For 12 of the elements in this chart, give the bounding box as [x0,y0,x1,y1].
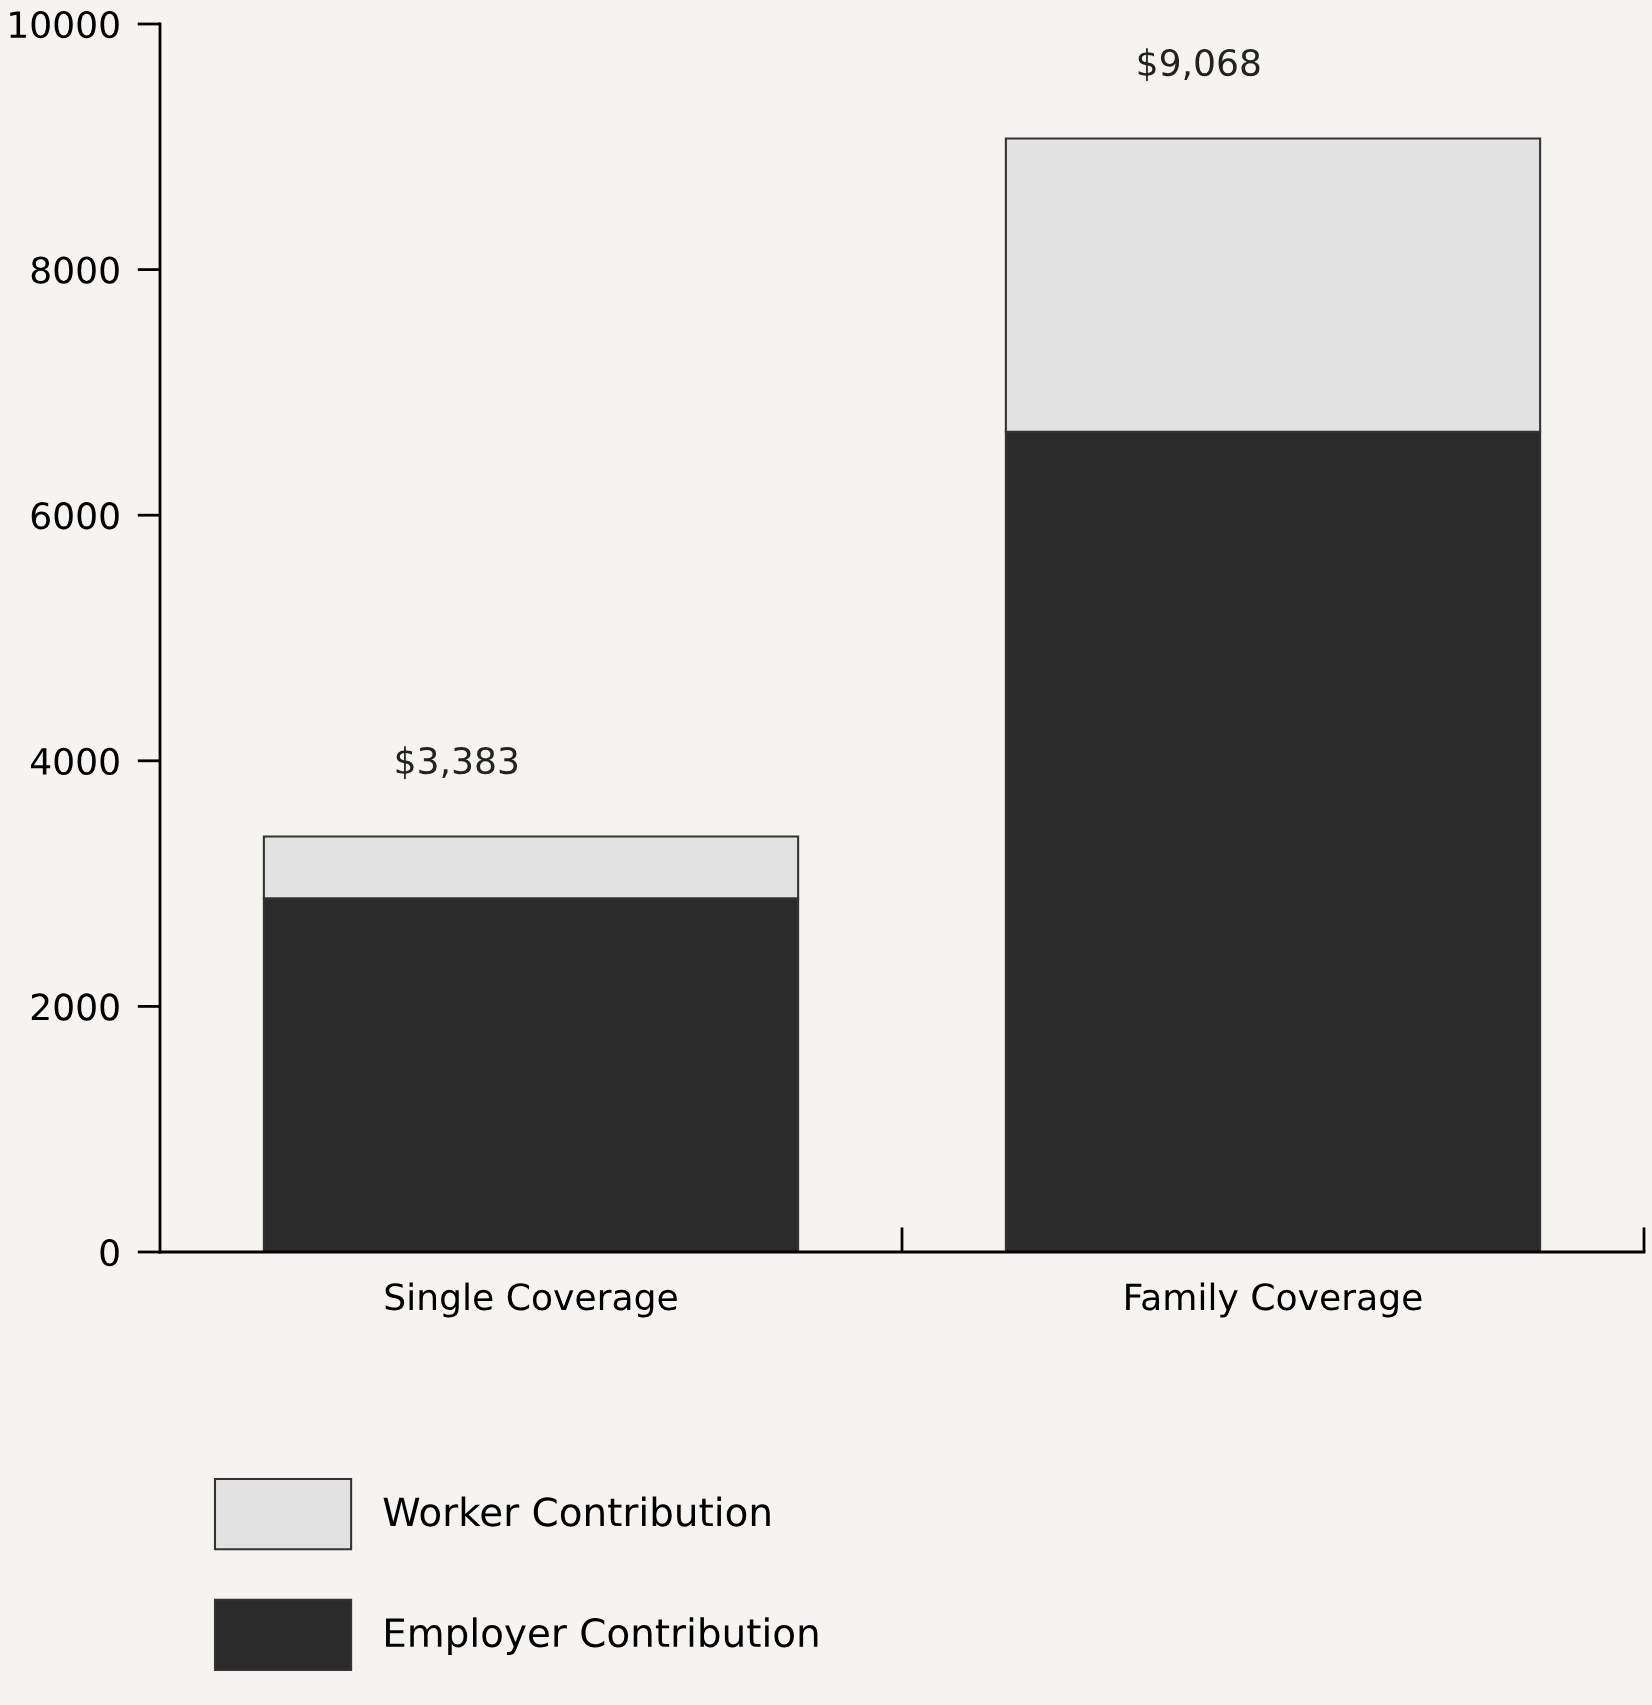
y-tick-label: 6000 [31,502,119,530]
y-tick-label: 10000 [10,10,119,39]
x-tick-label: Family Coverage [1126,1282,1422,1318]
y-tick-label: 2000 [31,993,119,1021]
y-tick-label: 4000 [30,747,119,776]
legend-label: Worker Contribution [383,1496,770,1527]
x-tick-label: Single Coverage [385,1282,677,1318]
y-tick-label: 0 [100,1238,119,1267]
total-label: $9,068 [1138,48,1260,81]
legend-label: Employer Contribution [386,1617,818,1655]
total-label: $3,383 [396,746,518,780]
y-tick-label: 8000 [31,256,119,284]
